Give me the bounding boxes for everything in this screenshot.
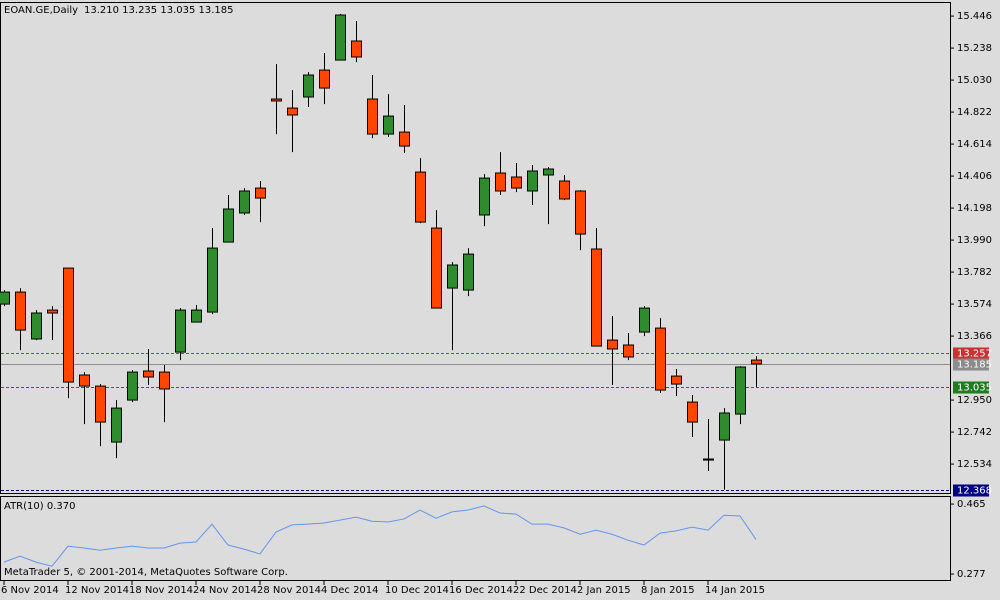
- price-label: 13.185: [957, 360, 992, 371]
- candle-body: [15, 291, 26, 331]
- price-label-bg: [953, 381, 989, 394]
- y-tick-label: 14.822: [957, 107, 992, 118]
- candle-body: [623, 344, 634, 358]
- price-label-bg: [953, 347, 989, 360]
- symbol: EOAN.GE,Daily: [4, 5, 78, 16]
- candle-body: [159, 371, 170, 390]
- candle-body: [719, 412, 730, 441]
- price-label: 13.257: [957, 349, 992, 360]
- x-tick-label: 8 Jan 2015: [641, 585, 695, 596]
- indicator-title: ATR(10) 0.370: [4, 501, 75, 512]
- x-tick-label: 28 Nov 2014: [257, 585, 321, 596]
- price-label: 12.368: [957, 486, 992, 497]
- candle-body: [735, 366, 746, 415]
- candle-body: [447, 264, 458, 289]
- candle-body: [207, 247, 218, 313]
- y-tick-label: 14.198: [957, 203, 992, 214]
- x-tick-label: 16 Dec 2014: [449, 585, 513, 596]
- candle-body: [31, 312, 42, 340]
- candle-body: [255, 187, 266, 199]
- candle-body: [639, 307, 650, 333]
- candle-body: [495, 172, 506, 192]
- candle-body: [607, 339, 618, 350]
- candle-body: [575, 190, 586, 235]
- candle-body: [175, 309, 186, 353]
- candle-body: [63, 267, 74, 383]
- candle-body: [703, 458, 714, 461]
- candle-body: [367, 98, 378, 135]
- y-tick-label: 13.366: [957, 331, 992, 342]
- y-tick-label: 12.742: [957, 427, 992, 438]
- price-label-bg: [953, 358, 989, 371]
- candle-body: [399, 131, 410, 147]
- price-label-bg: [953, 484, 989, 497]
- y-tick-label: 14.406: [957, 171, 992, 182]
- quote: 13.210 13.235 13.035 13.185: [84, 5, 234, 16]
- atr-panel: [0, 496, 951, 581]
- candle-body: [511, 176, 522, 189]
- y-tick-label: 0.277: [957, 569, 986, 580]
- y-tick-label: 13.574: [957, 299, 992, 310]
- candle-body: [479, 177, 490, 216]
- x-tick-label: 2 Jan 2015: [577, 585, 631, 596]
- candle-body: [143, 370, 154, 378]
- candle-body: [655, 327, 666, 391]
- x-tick-label: 18 Nov 2014: [129, 585, 193, 596]
- candle-body: [0, 291, 10, 305]
- y-tick-label: 13.990: [957, 235, 992, 246]
- candle-body: [239, 190, 250, 214]
- x-tick-label: 12 Nov 2014: [65, 585, 129, 596]
- candle-body: [463, 253, 474, 291]
- candle-body: [303, 74, 314, 98]
- x-tick-label: 10 Dec 2014: [385, 585, 449, 596]
- y-tick-label: 15.446: [957, 11, 992, 22]
- x-tick-label: 14 Jan 2015: [705, 585, 765, 596]
- y-tick-label: 15.238: [957, 43, 992, 54]
- x-tick-label: 22 Dec 2014: [513, 585, 577, 596]
- price-label: 13.035: [957, 383, 992, 394]
- y-tick-label: 12.534: [957, 459, 992, 470]
- y-tick-label: 0.465: [957, 499, 986, 510]
- y-tick-label: 14.614: [957, 139, 992, 150]
- y-tick-label: 13.782: [957, 267, 992, 278]
- candle-body: [223, 208, 234, 243]
- y-tick-label: 15.030: [957, 75, 992, 86]
- candle-body: [431, 227, 442, 309]
- candle-body: [95, 385, 106, 423]
- atr-line: [3, 505, 757, 567]
- candle-body: [543, 168, 554, 176]
- candle-body: [47, 309, 58, 314]
- candle-body: [671, 375, 682, 385]
- candle-body: [271, 98, 282, 102]
- candle-body: [751, 359, 762, 365]
- main-panel: [0, 2, 951, 494]
- candle-body: [111, 407, 122, 443]
- x-tick-label: 4 Dec 2014: [321, 585, 379, 596]
- candle-body: [287, 107, 298, 116]
- candle-body: [319, 69, 330, 89]
- candle-body: [127, 371, 138, 401]
- candle-body: [191, 309, 202, 323]
- candle-body: [335, 14, 346, 61]
- candle-body: [79, 374, 90, 387]
- candle-body: [527, 170, 538, 192]
- candle-body: [383, 115, 394, 135]
- candle-body: [415, 171, 426, 223]
- footer: MetaTrader 5, © 2001-2014, MetaQuotes So…: [4, 567, 288, 578]
- candle-body: [591, 248, 602, 347]
- candle-body: [687, 401, 698, 423]
- y-tick-label: 12.950: [957, 395, 992, 406]
- candle-body: [351, 40, 362, 58]
- candle-body: [559, 180, 570, 200]
- x-tick-label: 6 Nov 2014: [1, 585, 59, 596]
- x-tick-label: 24 Nov 2014: [193, 585, 257, 596]
